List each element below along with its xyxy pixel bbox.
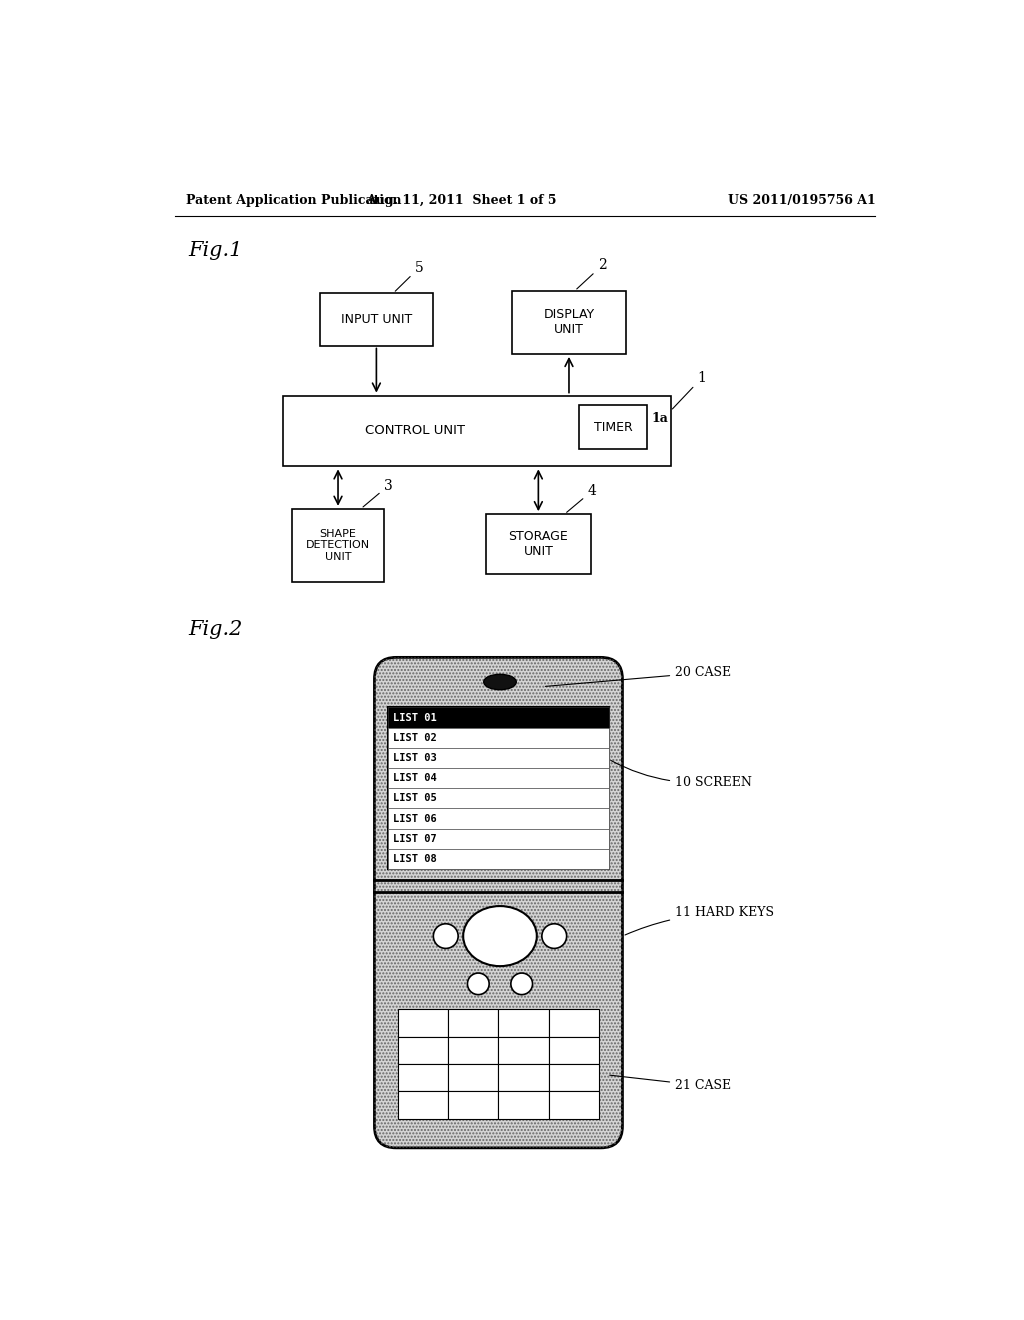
Text: TIMER: TIMER [594,421,633,434]
Bar [449,1036,499,1064]
Text: Patent Application Publication: Patent Application Publication [186,194,401,207]
Bar [292,508,384,582]
Bar [388,708,608,727]
Text: LIST 07: LIST 07 [393,834,437,843]
Bar [321,293,432,346]
Bar [397,1036,449,1064]
Bar [388,808,608,829]
Text: LIST 05: LIST 05 [393,793,437,804]
Text: US 2011/0195756 A1: US 2011/0195756 A1 [728,194,877,207]
Text: CONTROL UNIT: CONTROL UNIT [365,425,465,437]
Circle shape [433,924,458,949]
Bar [388,748,608,768]
Bar [499,1064,549,1092]
Text: LIST 06: LIST 06 [393,813,437,824]
Bar [499,1010,549,1036]
Ellipse shape [483,675,516,689]
Ellipse shape [463,906,537,966]
Bar [549,1092,599,1118]
Bar [388,768,608,788]
Bar [449,1092,499,1118]
FancyBboxPatch shape [375,657,623,1148]
Bar [549,1036,599,1064]
Text: LIST 08: LIST 08 [393,854,437,865]
Text: LIST 02: LIST 02 [393,733,437,743]
Text: 11 HARD KEYS: 11 HARD KEYS [625,907,774,935]
Bar [388,788,608,808]
Bar [499,1036,549,1064]
Text: Aug. 11, 2011  Sheet 1 of 5: Aug. 11, 2011 Sheet 1 of 5 [366,194,556,207]
Bar [388,727,608,748]
Bar [283,396,671,466]
Text: 4: 4 [566,484,597,512]
Bar [486,515,591,574]
Text: 2: 2 [577,259,606,289]
Text: 1a: 1a [652,412,669,425]
Text: 10 SCREEN: 10 SCREEN [611,760,752,789]
Bar [499,1092,549,1118]
Bar [449,1064,499,1092]
Bar [388,829,608,849]
Bar [549,1010,599,1036]
Circle shape [511,973,532,995]
Circle shape [467,973,489,995]
Text: DISPLAY
UNIT: DISPLAY UNIT [544,309,595,337]
Text: 3: 3 [364,479,393,507]
Text: INPUT UNIT: INPUT UNIT [341,313,412,326]
Text: Fig.2: Fig.2 [188,620,243,639]
Bar [388,708,608,869]
Text: STORAGE
UNIT: STORAGE UNIT [509,531,568,558]
Bar [397,1064,449,1092]
Bar [549,1064,599,1092]
Text: LIST 04: LIST 04 [393,774,437,783]
Text: LIST 01: LIST 01 [393,713,437,722]
Text: Fig.1: Fig.1 [188,242,243,260]
Bar [512,290,627,354]
Bar [388,849,608,869]
Bar [397,1010,449,1036]
Text: 20 CASE: 20 CASE [546,667,731,686]
Bar [449,1010,499,1036]
Circle shape [542,924,566,949]
Text: 5: 5 [395,260,424,292]
Text: LIST 03: LIST 03 [393,752,437,763]
Text: SHAPE
DETECTION
UNIT: SHAPE DETECTION UNIT [306,529,370,562]
Text: 21 CASE: 21 CASE [609,1076,731,1092]
Bar [579,405,647,449]
Bar [397,1092,449,1118]
Text: 1: 1 [673,371,707,409]
